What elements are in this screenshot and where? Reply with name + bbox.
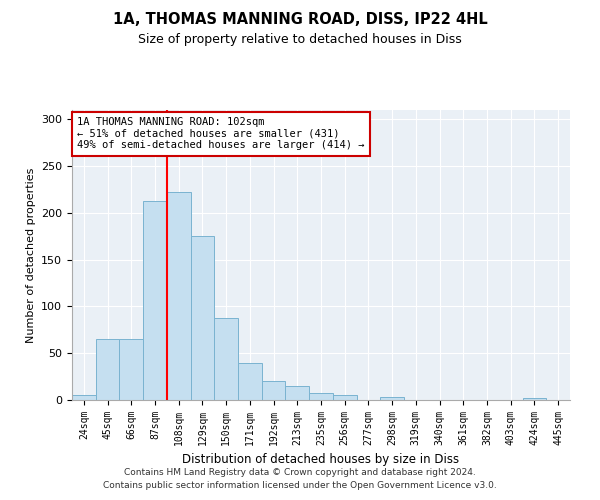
Bar xyxy=(262,382,286,400)
Bar xyxy=(523,398,546,400)
Bar xyxy=(286,386,309,400)
Text: Contains public sector information licensed under the Open Government Licence v3: Contains public sector information licen… xyxy=(103,482,497,490)
Text: 1A THOMAS MANNING ROAD: 102sqm
← 51% of detached houses are smaller (431)
49% of: 1A THOMAS MANNING ROAD: 102sqm ← 51% of … xyxy=(77,117,364,150)
Bar xyxy=(309,394,333,400)
Bar xyxy=(143,200,167,400)
Bar xyxy=(333,396,356,400)
Text: 1A, THOMAS MANNING ROAD, DISS, IP22 4HL: 1A, THOMAS MANNING ROAD, DISS, IP22 4HL xyxy=(113,12,487,28)
Bar xyxy=(119,339,143,400)
Bar xyxy=(72,396,96,400)
Bar xyxy=(167,192,191,400)
Bar xyxy=(238,362,262,400)
Bar xyxy=(214,318,238,400)
Y-axis label: Number of detached properties: Number of detached properties xyxy=(26,168,35,342)
Bar xyxy=(191,236,214,400)
Text: Contains HM Land Registry data © Crown copyright and database right 2024.: Contains HM Land Registry data © Crown c… xyxy=(124,468,476,477)
Text: Size of property relative to detached houses in Diss: Size of property relative to detached ho… xyxy=(138,32,462,46)
Bar xyxy=(96,339,119,400)
Bar xyxy=(380,397,404,400)
X-axis label: Distribution of detached houses by size in Diss: Distribution of detached houses by size … xyxy=(182,454,460,466)
